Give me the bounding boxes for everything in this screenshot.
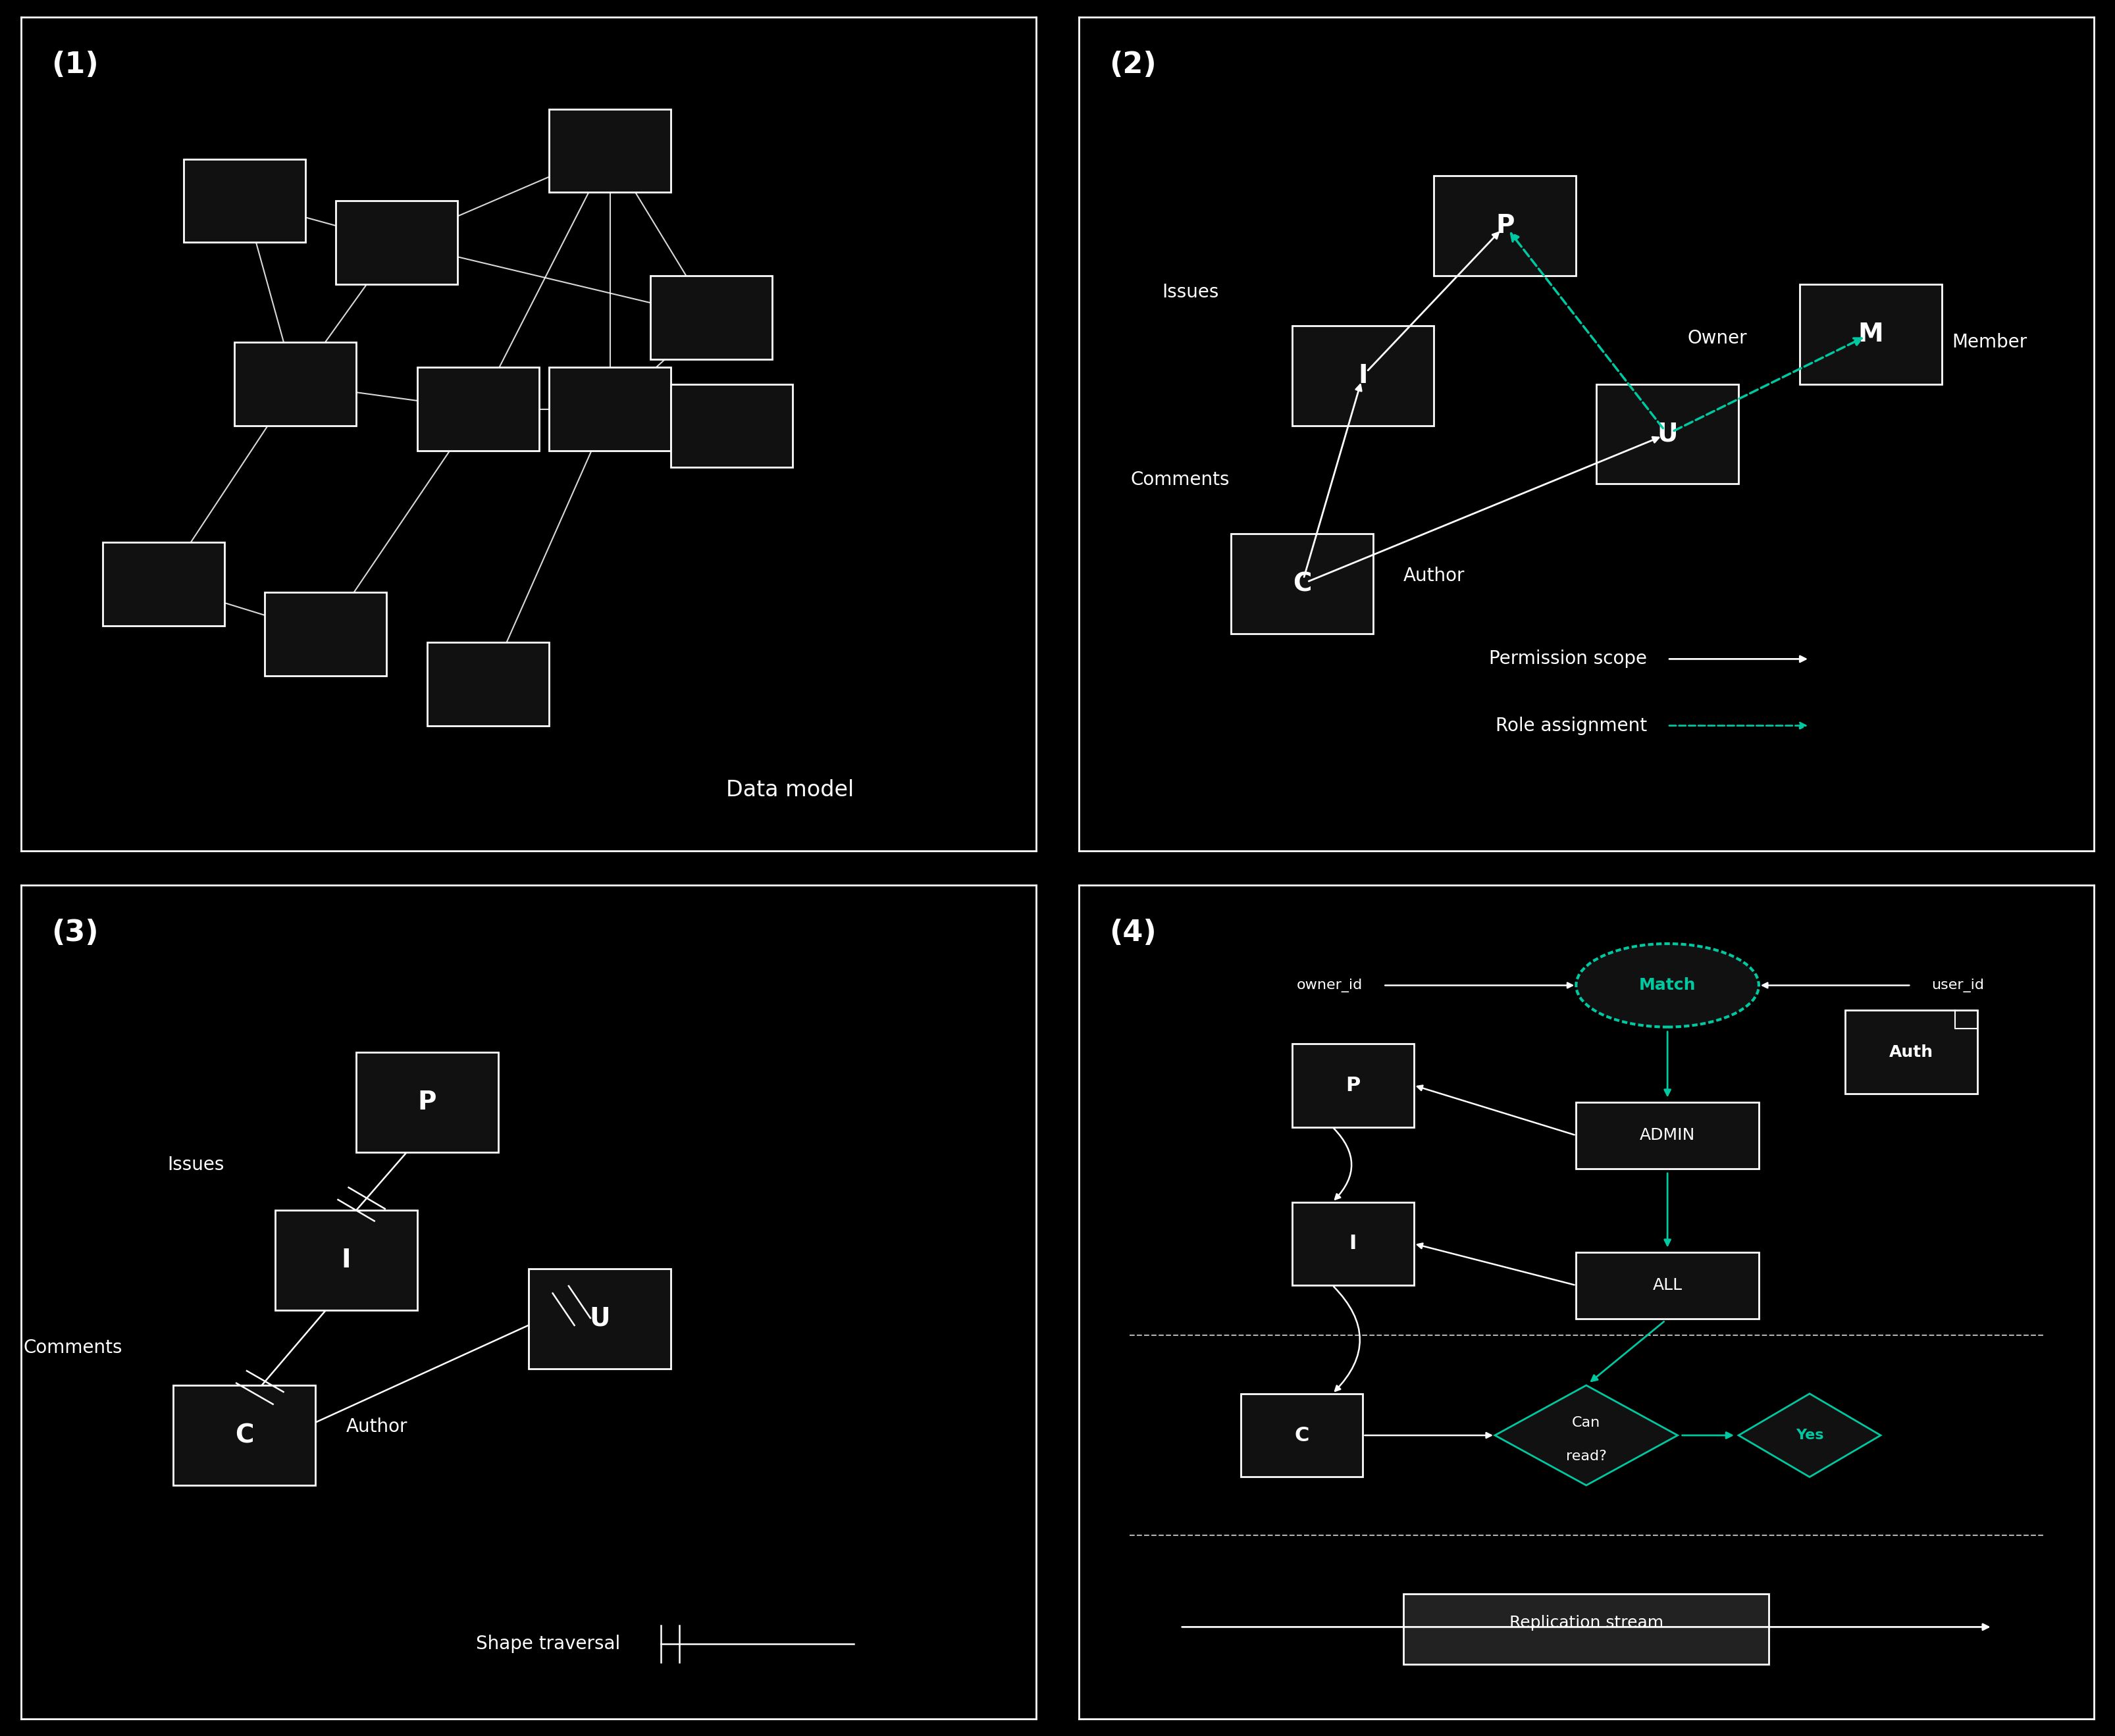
Text: (4): (4) bbox=[1108, 918, 1157, 948]
FancyBboxPatch shape bbox=[1800, 285, 1942, 384]
FancyBboxPatch shape bbox=[1576, 1102, 1760, 1168]
Text: Owner: Owner bbox=[1688, 328, 1747, 347]
FancyBboxPatch shape bbox=[355, 1052, 499, 1153]
FancyBboxPatch shape bbox=[550, 368, 670, 451]
Text: I: I bbox=[1349, 1234, 1356, 1253]
Text: C: C bbox=[1292, 571, 1311, 597]
FancyBboxPatch shape bbox=[1404, 1594, 1768, 1665]
FancyBboxPatch shape bbox=[427, 642, 550, 726]
Text: Yes: Yes bbox=[1796, 1429, 1823, 1443]
FancyBboxPatch shape bbox=[275, 1210, 417, 1311]
Text: P: P bbox=[419, 1090, 436, 1115]
Text: U: U bbox=[1656, 422, 1677, 446]
FancyBboxPatch shape bbox=[1844, 1010, 1978, 1094]
FancyBboxPatch shape bbox=[235, 342, 355, 425]
FancyBboxPatch shape bbox=[1434, 175, 1576, 276]
Text: C: C bbox=[235, 1424, 254, 1448]
Text: owner_id: owner_id bbox=[1296, 979, 1362, 993]
FancyBboxPatch shape bbox=[670, 384, 793, 467]
Text: Shape traversal: Shape traversal bbox=[476, 1634, 620, 1653]
Text: read?: read? bbox=[1565, 1450, 1607, 1463]
Text: (1): (1) bbox=[51, 50, 99, 80]
FancyBboxPatch shape bbox=[336, 201, 457, 285]
FancyBboxPatch shape bbox=[173, 1385, 315, 1486]
FancyBboxPatch shape bbox=[550, 109, 670, 193]
FancyBboxPatch shape bbox=[184, 160, 305, 243]
Text: I: I bbox=[1358, 363, 1368, 389]
Text: (3): (3) bbox=[51, 918, 99, 948]
Text: Member: Member bbox=[1952, 333, 2026, 352]
FancyBboxPatch shape bbox=[1231, 535, 1373, 634]
FancyBboxPatch shape bbox=[264, 592, 387, 675]
FancyBboxPatch shape bbox=[1292, 1043, 1413, 1127]
FancyBboxPatch shape bbox=[1292, 1201, 1413, 1285]
Text: Author: Author bbox=[347, 1418, 408, 1436]
Text: Can: Can bbox=[1571, 1417, 1601, 1429]
Text: I: I bbox=[341, 1248, 351, 1272]
FancyBboxPatch shape bbox=[1242, 1394, 1362, 1477]
Text: Replication stream: Replication stream bbox=[1510, 1614, 1662, 1630]
Text: user_id: user_id bbox=[1931, 979, 1984, 993]
Text: Issues: Issues bbox=[1161, 283, 1218, 302]
Text: ALL: ALL bbox=[1652, 1278, 1681, 1293]
Text: Comments: Comments bbox=[1132, 470, 1229, 490]
Text: P: P bbox=[1495, 214, 1514, 238]
Text: ADMIN: ADMIN bbox=[1639, 1127, 1696, 1144]
Text: C: C bbox=[1294, 1425, 1309, 1444]
FancyBboxPatch shape bbox=[1576, 1252, 1760, 1319]
Text: Comments: Comments bbox=[23, 1338, 123, 1358]
FancyBboxPatch shape bbox=[529, 1269, 670, 1368]
Polygon shape bbox=[1739, 1394, 1880, 1477]
FancyBboxPatch shape bbox=[417, 368, 539, 451]
Text: Data model: Data model bbox=[725, 779, 854, 800]
FancyBboxPatch shape bbox=[1597, 384, 1739, 484]
Text: Match: Match bbox=[1639, 977, 1696, 993]
Text: (2): (2) bbox=[1108, 50, 1157, 80]
Text: Author: Author bbox=[1404, 566, 1466, 585]
FancyBboxPatch shape bbox=[102, 542, 224, 625]
Text: Auth: Auth bbox=[1889, 1043, 1933, 1061]
Text: Issues: Issues bbox=[167, 1154, 224, 1174]
Text: Permission scope: Permission scope bbox=[1489, 649, 1648, 668]
Polygon shape bbox=[1495, 1385, 1677, 1486]
FancyBboxPatch shape bbox=[651, 276, 772, 359]
Text: U: U bbox=[590, 1305, 611, 1332]
Text: M: M bbox=[1857, 321, 1882, 347]
Text: P: P bbox=[1345, 1076, 1360, 1095]
FancyBboxPatch shape bbox=[1292, 326, 1434, 425]
Ellipse shape bbox=[1576, 944, 1760, 1028]
Text: Role assignment: Role assignment bbox=[1495, 717, 1648, 734]
